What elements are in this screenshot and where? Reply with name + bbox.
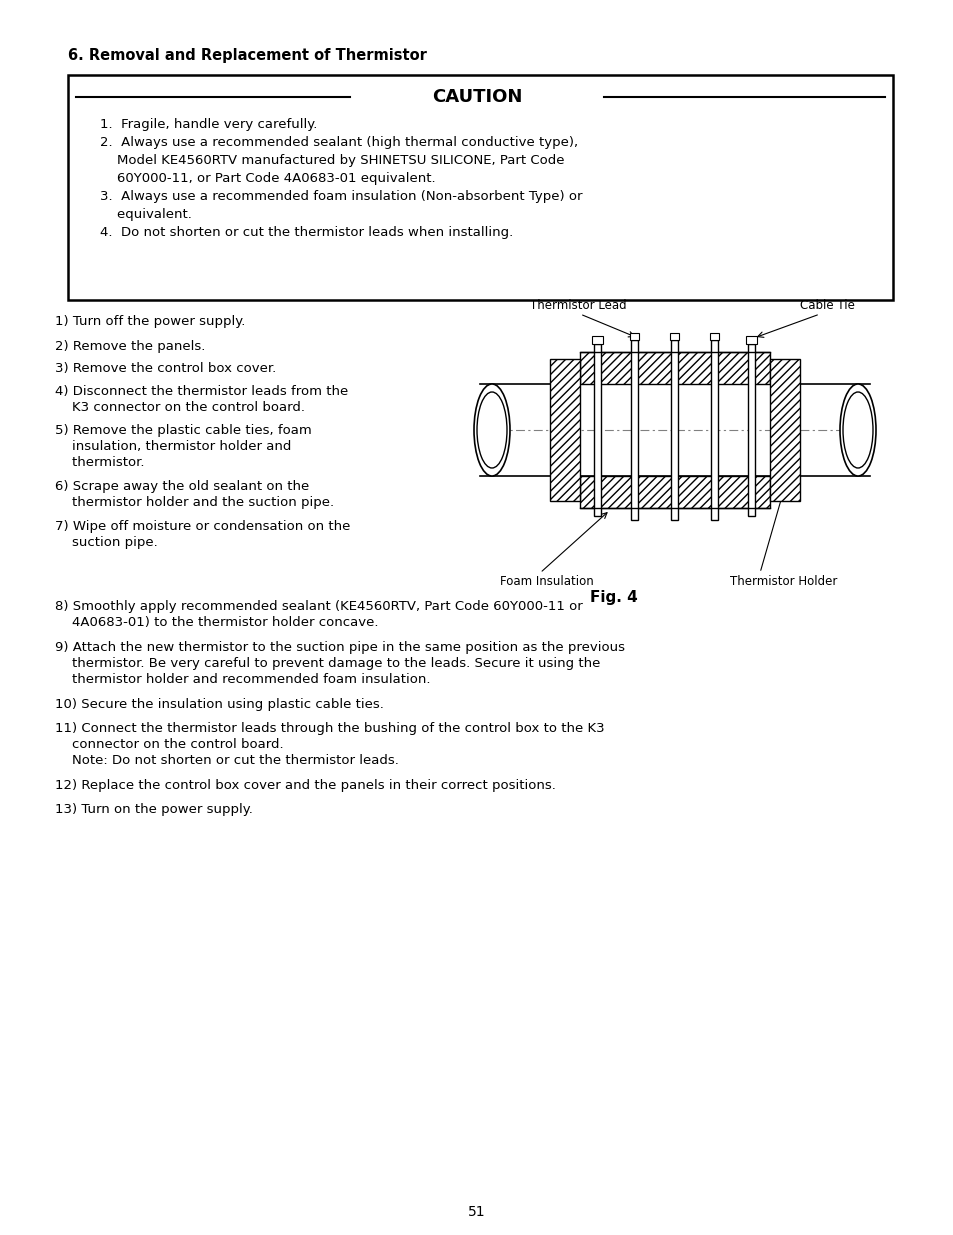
Text: 9) Attach the new thermistor to the suction pipe in the same position as the pre: 9) Attach the new thermistor to the suct… [55, 641, 624, 655]
Text: thermistor. Be very careful to prevent damage to the leads. Secure it using the: thermistor. Be very careful to prevent d… [55, 657, 599, 671]
Text: Cable Tie: Cable Tie [800, 299, 854, 312]
Text: 3.  Always use a recommended foam insulation (Non-absorbent Type) or: 3. Always use a recommended foam insulat… [100, 190, 582, 203]
Text: Thermistor Lead: Thermistor Lead [530, 299, 626, 312]
Text: 5) Remove the plastic cable ties, foam: 5) Remove the plastic cable ties, foam [55, 424, 312, 437]
Bar [769, 359, 800, 501]
Ellipse shape [842, 391, 872, 468]
Text: 4) Disconnect the thermistor leads from the: 4) Disconnect the thermistor leads from … [55, 385, 348, 398]
Text: 11) Connect the thermistor leads through the bushing of the control box to the K: 11) Connect the thermistor leads through… [55, 722, 604, 735]
Text: 6) Scrape away the old sealant on the: 6) Scrape away the old sealant on the [55, 480, 309, 493]
Text: 10) Secure the insulation using plastic cable ties.: 10) Secure the insulation using plastic … [55, 698, 383, 711]
Text: 4A0683-01) to the thermistor holder concave.: 4A0683-01) to the thermistor holder conc… [55, 616, 378, 629]
Text: Model KE4560RTV manufactured by SHINETSU SILICONE, Part Code: Model KE4560RTV manufactured by SHINETSU… [100, 154, 564, 167]
Bar [710, 333, 719, 340]
Text: thermistor.: thermistor. [55, 456, 144, 469]
Ellipse shape [474, 384, 510, 475]
Text: 51: 51 [468, 1205, 485, 1219]
Text: Note: Do not shorten or cut the thermistor leads.: Note: Do not shorten or cut the thermist… [55, 755, 398, 767]
Text: K3 connector on the control board.: K3 connector on the control board. [55, 401, 305, 414]
Text: 4.  Do not shorten or cut the thermistor leads when installing.: 4. Do not shorten or cut the thermistor … [100, 226, 513, 240]
Text: equivalent.: equivalent. [100, 207, 192, 221]
Bar [748, 345, 755, 516]
Bar [579, 352, 769, 384]
Text: 2) Remove the panels.: 2) Remove the panels. [55, 340, 205, 353]
Text: CAUTION: CAUTION [432, 88, 521, 106]
Text: suction pipe.: suction pipe. [55, 536, 157, 550]
Text: 60Y000-11, or Part Code 4A0683-01 equivalent.: 60Y000-11, or Part Code 4A0683-01 equiva… [100, 172, 436, 185]
Text: 8) Smoothly apply recommended sealant (KE4560RTV, Part Code 60Y000-11 or: 8) Smoothly apply recommended sealant (K… [55, 600, 582, 613]
Text: 1.  Fragile, handle very carefully.: 1. Fragile, handle very carefully. [100, 119, 317, 131]
Bar [745, 336, 757, 345]
Bar [594, 345, 601, 516]
Text: Foam Insulation: Foam Insulation [499, 576, 593, 588]
Text: 2.  Always use a recommended sealant (high thermal conductive type),: 2. Always use a recommended sealant (hig… [100, 136, 578, 149]
Bar [630, 333, 639, 340]
Text: 6. Removal and Replacement of Thermistor: 6. Removal and Replacement of Thermistor [68, 48, 426, 63]
Text: thermistor holder and the suction pipe.: thermistor holder and the suction pipe. [55, 496, 334, 509]
Bar [631, 340, 638, 520]
Text: connector on the control board.: connector on the control board. [55, 739, 283, 751]
Bar [550, 359, 579, 501]
Ellipse shape [840, 384, 875, 475]
Bar [592, 336, 603, 345]
Bar [550, 359, 579, 501]
Bar [579, 352, 769, 384]
Text: Thermistor Holder: Thermistor Holder [729, 576, 837, 588]
Text: 13) Turn on the power supply.: 13) Turn on the power supply. [55, 803, 253, 816]
Text: 12) Replace the control box cover and the panels in their correct positions.: 12) Replace the control box cover and th… [55, 779, 556, 792]
Bar [769, 359, 800, 501]
Text: 3) Remove the control box cover.: 3) Remove the control box cover. [55, 362, 276, 375]
Bar [68, 75, 892, 300]
Bar [711, 340, 718, 520]
Bar [579, 475, 769, 508]
Ellipse shape [476, 391, 506, 468]
Bar [670, 333, 679, 340]
Text: 7) Wipe off moisture or condensation on the: 7) Wipe off moisture or condensation on … [55, 520, 350, 534]
Text: 1) Turn off the power supply.: 1) Turn off the power supply. [55, 315, 245, 329]
Text: insulation, thermistor holder and: insulation, thermistor holder and [55, 440, 291, 453]
Bar [671, 340, 678, 520]
Bar [579, 475, 769, 508]
Text: Fig. 4: Fig. 4 [589, 590, 638, 605]
Text: thermistor holder and recommended foam insulation.: thermistor holder and recommended foam i… [55, 673, 430, 685]
